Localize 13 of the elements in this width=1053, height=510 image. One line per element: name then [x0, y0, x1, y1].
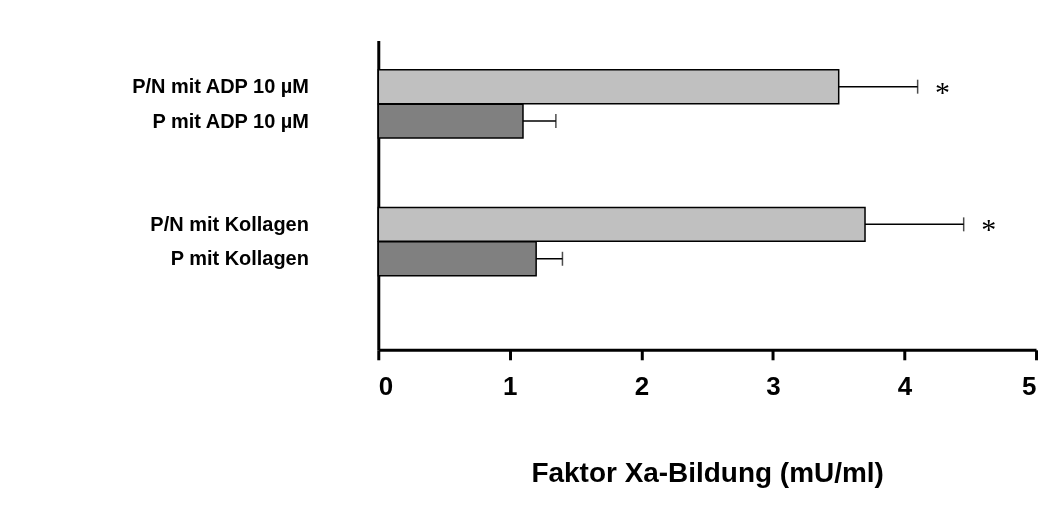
- x-tick-label: 2: [634, 372, 650, 401]
- annotation: *: [935, 74, 951, 108]
- x-tick-label: 5: [1022, 372, 1037, 401]
- y-tick-label: P/N mit ADP 10 µM: [132, 75, 309, 98]
- x-tick-label: 3: [766, 372, 781, 401]
- x-axis-title: Faktor Xa-Bildung (mU/ml): [531, 457, 884, 489]
- y-tick-label: P/N mit Kollagen: [150, 212, 309, 235]
- x-tick-label: 1: [503, 372, 518, 401]
- x-tick-label: 0: [378, 372, 394, 401]
- x-tick-label: 4: [897, 372, 913, 401]
- annotation: *: [981, 212, 997, 246]
- y-tick-label: P mit ADP 10 µM: [152, 109, 309, 132]
- y-tick-label: P mit Kollagen: [170, 247, 309, 270]
